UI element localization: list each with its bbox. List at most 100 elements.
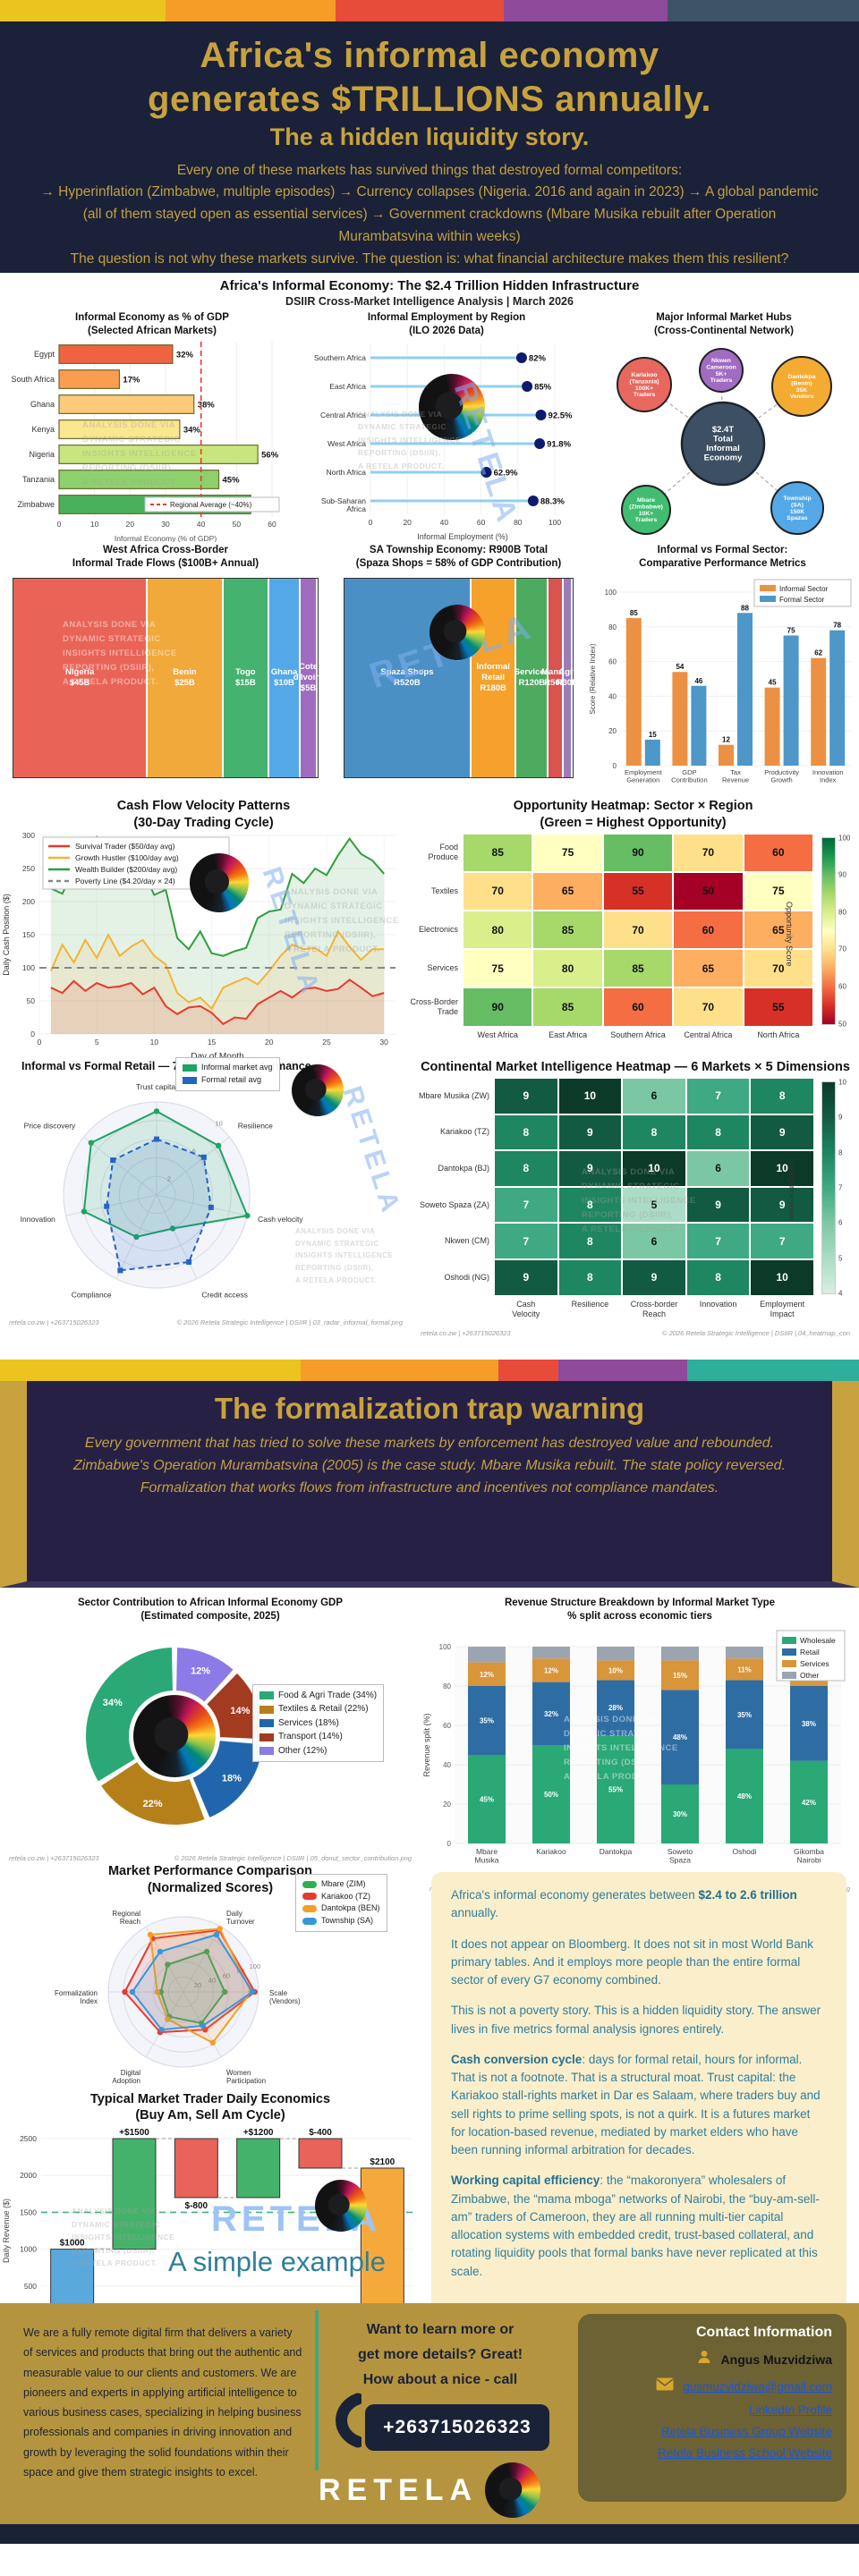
phone-button[interactable]: +263715026323 [365,2403,549,2451]
svg-text:Dantokpa: Dantokpa [600,1847,633,1856]
svg-text:12%: 12% [544,1666,558,1674]
strip-segment [336,0,504,21]
svg-text:Egypt: Egypt [34,350,55,359]
analysis-section: Sector Contribution to African Informal … [0,1588,859,2350]
svg-text:34%: 34% [103,1698,123,1708]
svg-text:78: 78 [833,622,841,630]
svg-text:40: 40 [197,520,206,529]
business-group-link[interactable]: Retela Business Group Website [660,2425,832,2438]
svg-text:Formal Sector: Formal Sector [779,596,825,604]
svg-text:20: 20 [265,1038,274,1046]
svg-text:Wealth Builder ($200/day avg): Wealth Builder ($200/day avg) [75,865,177,874]
svg-text:40: 40 [608,692,617,700]
panel-footer-right: © 2026 Retela Strategic Intelligence | D… [176,1318,403,1327]
business-school-link[interactable]: Retela Business School Website [658,2446,832,2460]
chart-radar6: Market Performance Comparison (Normalize… [0,1863,421,2091]
email-icon [656,2377,674,2395]
svg-text:Central Africa: Central Africa [320,411,366,419]
svg-text:91.8%: 91.8% [547,439,571,449]
svg-text:40: 40 [443,1761,451,1769]
footer-divider [315,2310,319,2470]
bottom-strip [0,2524,859,2544]
warning-banner: The formalization trap warning Every gov… [0,1381,859,1588]
svg-text:34%: 34% [183,425,201,435]
svg-text:88.3%: 88.3% [540,496,565,506]
svg-text:60: 60 [223,1971,230,1979]
contact-title: Contact Information [696,2325,832,2340]
strip-segment [166,0,336,21]
svg-text:85: 85 [630,609,638,617]
chart-radar7: Informal vs Formal Retail — 7-Dimension … [0,1057,412,1352]
svg-text:North Africa: North Africa [327,468,367,477]
svg-text:5: 5 [95,1038,99,1046]
email-link[interactable]: gusmuzvidziwa@gmail.com [683,2379,832,2394]
svg-text:500: 500 [24,2282,37,2291]
svg-text:20: 20 [126,520,135,529]
sector-compare-canvas: 0 20 40 60 80 100 85 15 Employment Generation 54 46… [586,571,859,799]
cta-text: Want to learn more or get more details? … [357,2322,523,2387]
page-title: Africa's informal economy generates $TRI… [148,36,711,119]
retela-logo [485,2462,540,2518]
svg-text:Other: Other [800,1671,819,1680]
strip-segment [686,1360,859,1381]
person-icon [696,2349,712,2369]
svg-text:88: 88 [741,604,749,612]
linkedin-link[interactable]: LinkedIn Profile [748,2403,832,2417]
svg-text:0: 0 [369,518,373,527]
svg-text:10: 10 [90,520,99,529]
svg-text:$1000: $1000 [60,2239,85,2249]
svg-text:2000: 2000 [20,2171,37,2180]
svg-text:Daily Revenue ($): Daily Revenue ($) [2,2199,11,2263]
svg-text:55%: 55% [608,1785,623,1793]
employment-canvas: 0 20 40 60 80 100 Southern Africa 82% East Afric… [313,343,573,541]
chart-donut: Sector Contribution to African Informal … [0,1588,421,1863]
svg-text:28%: 28% [608,1704,623,1712]
svg-text:10: 10 [150,1038,159,1046]
strip-segment [503,0,668,21]
svg-text:South Africa: South Africa [11,375,55,384]
svg-text:40: 40 [440,518,449,527]
svg-text:56%: 56% [261,450,279,460]
svg-text:$2100: $2100 [370,2157,395,2167]
svg-text:12%: 12% [191,1665,210,1676]
svg-text:50%: 50% [544,1791,558,1799]
svg-text:22%: 22% [143,1799,163,1809]
svg-text:60: 60 [477,518,486,527]
svg-text:0: 0 [38,1038,42,1046]
svg-text:0: 0 [57,520,62,529]
trade-treemap-canvas: Nigeria $45B Benin $25B Togo $15B Ghana $10… [0,577,331,778]
svg-text:Daily Cash Position ($): Daily Cash Position ($) [2,894,11,976]
svg-text:Resilience: Resilience [238,1122,273,1131]
svg-text:80: 80 [514,518,523,527]
svg-text:200: 200 [22,897,35,906]
chart-gdp-bar: Informal Economy as % of GDP (Selected A… [0,311,304,548]
svg-text:Innovation: Innovation [21,1215,55,1224]
svg-text:$-400: $-400 [309,2128,332,2138]
chart-hub-network: Major Informal Market Hubs (Cross-Contin… [589,311,859,548]
svg-text:30: 30 [161,520,170,529]
donut-canvas: 12% 14% 18% 22% 34% Food & Agri Trade (34%) Te… [0,1623,421,1853]
intro-paragraph: Every one of these markets has survived … [40,162,819,267]
svg-text:60: 60 [268,520,276,529]
svg-text:100: 100 [22,963,35,972]
chart-cashflow: Cash Flow Velocity Patterns (30-Day Trad… [0,798,407,1065]
svg-text:20: 20 [608,727,617,735]
svg-text:42%: 42% [802,1799,816,1807]
svg-text:50: 50 [27,996,36,1005]
opportunity-canvas: Food Produce 85 75 90 70 60 Textiles 70 65 55 50 75… [410,833,851,1039]
svg-text:2500: 2500 [20,2134,37,2143]
chart-revenue-stacked: Revenue Structure Breakdown by Informal … [421,1588,859,1894]
cta-block: Want to learn more or get more details? … [333,2318,549,2453]
dashboard-title: Africa's Informal Economy: The $2.4 Tril… [219,278,640,293]
panel-footer-left: retela.co.zw | +263715026323 [9,1318,99,1327]
svg-text:Informal Employment (%): Informal Employment (%) [417,532,508,541]
svg-text:45%: 45% [223,475,241,485]
svg-text:14%: 14% [230,1706,250,1716]
svg-text:82%: 82% [529,353,547,363]
cashflow-canvas: 0 50 100 150 200 250 300 0 5 10 15 20 25 30 Survival T… [2,831,399,1062]
svg-text:30: 30 [379,1038,388,1046]
